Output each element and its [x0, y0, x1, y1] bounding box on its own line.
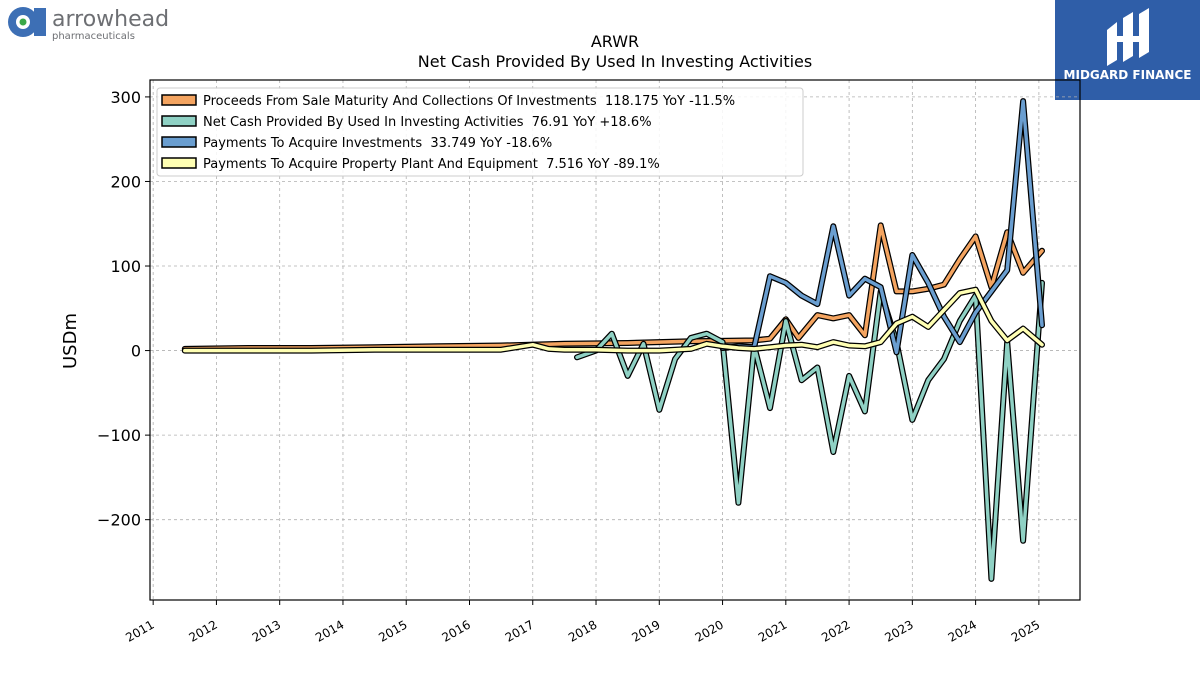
y-axis-label: USDm [60, 313, 81, 369]
x-tick-label: 2012 [186, 617, 219, 644]
series-line [183, 287, 1044, 353]
legend-box [156, 87, 804, 177]
chart-title: ARWR [591, 32, 639, 51]
x-tick-label: 2018 [566, 617, 599, 644]
x-tick-label: 2022 [819, 617, 852, 644]
legend-label: Net Cash Provided By Used In Investing A… [203, 115, 652, 130]
series-line [720, 99, 1044, 355]
x-tick-label: 2015 [376, 617, 409, 644]
legend-swatch [161, 94, 197, 106]
y-tick-label: −100 [97, 426, 141, 445]
arrowhead-logo-graphic: arrowhead pharmaceuticals [8, 7, 169, 42]
x-tick-label: 2020 [693, 617, 726, 644]
x-tick-label: 2011 [123, 617, 156, 644]
legend: Proceeds From Sale Maturity And Collecti… [156, 87, 804, 177]
arrowhead-logo: arrowhead pharmaceuticals [4, 4, 194, 44]
x-tick-label: 2016 [440, 617, 473, 644]
x-tick-label: 2025 [1009, 617, 1042, 644]
series-lines [181, 98, 1045, 582]
series-line [183, 223, 1044, 351]
x-tick-label: 2021 [756, 617, 789, 644]
midgard-logo: MIDGARD FINANCE [1055, 0, 1200, 100]
y-tick-label: −200 [97, 511, 141, 530]
brand-name: arrowhead [52, 7, 169, 32]
midgard-logo-icon [1107, 8, 1149, 66]
legend-label: Payments To Acquire Investments 33.749 Y… [203, 136, 552, 151]
legend-label: Payments To Acquire Property Plant And E… [203, 157, 660, 172]
plot-frame [149, 79, 1081, 601]
x-tick-label: 2019 [629, 617, 662, 644]
x-tick-label: 2013 [250, 617, 283, 644]
x-tick-label: 2014 [313, 617, 346, 644]
legend-swatch [161, 136, 197, 148]
y-tick-label: 0 [131, 342, 141, 361]
brand-subtitle: pharmaceuticals [52, 31, 135, 42]
y-tick-label: 200 [110, 172, 141, 191]
brand-name: MIDGARD FINANCE [1063, 68, 1192, 82]
y-tick-label: 100 [110, 257, 141, 276]
series-line [575, 281, 1044, 581]
x-tick-label: 2017 [503, 617, 536, 644]
y-tick-label: 300 [110, 88, 141, 107]
legend-swatch [161, 157, 197, 169]
legend-swatch [161, 115, 197, 127]
x-tick-label: 2024 [946, 617, 979, 644]
chart-subtitle: Net Cash Provided By Used In Investing A… [418, 52, 812, 71]
series-line-outline [181, 222, 1045, 352]
x-tick-label: 2023 [882, 617, 915, 644]
legend-label: Proceeds From Sale Maturity And Collecti… [203, 94, 735, 109]
